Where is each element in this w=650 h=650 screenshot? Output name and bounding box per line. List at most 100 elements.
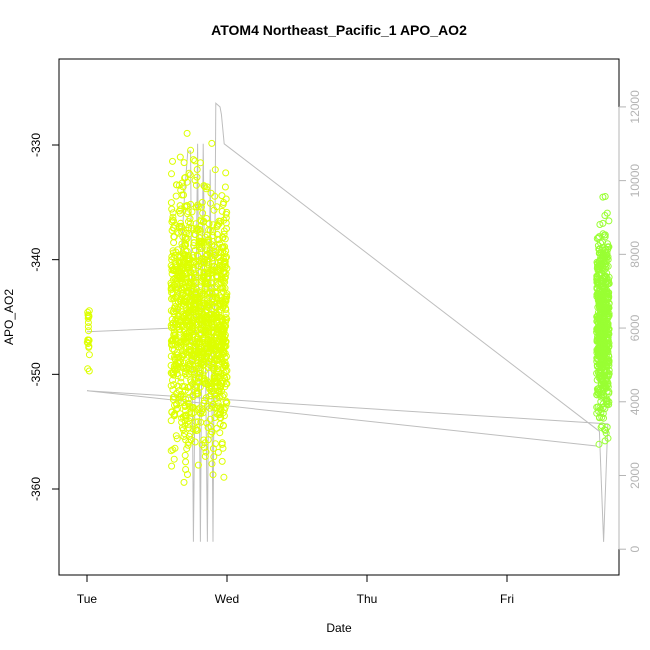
data-point	[175, 353, 183, 361]
data-point	[206, 415, 214, 423]
data-point	[599, 230, 607, 238]
data-point	[601, 319, 609, 327]
data-point	[605, 389, 613, 397]
data-point	[172, 336, 180, 344]
data-point	[603, 278, 611, 286]
data-point	[217, 300, 224, 308]
data-point	[171, 412, 178, 420]
data-point	[189, 156, 197, 164]
data-point	[193, 166, 201, 173]
data-point	[184, 359, 192, 366]
data-point	[605, 217, 613, 225]
data-point	[183, 445, 191, 453]
data-point	[600, 414, 607, 422]
data-point	[211, 283, 219, 291]
data-point	[191, 230, 199, 238]
data-point	[605, 326, 612, 333]
data-point	[199, 209, 207, 217]
data-point	[217, 414, 225, 422]
data-point	[192, 181, 200, 189]
data-point	[168, 283, 176, 291]
data-point	[186, 345, 193, 353]
data-point	[183, 321, 191, 329]
data-point	[187, 219, 194, 227]
data-point	[177, 374, 185, 382]
data-point	[210, 361, 218, 369]
data-point	[177, 227, 185, 235]
data-point	[210, 206, 218, 214]
data-point	[599, 219, 607, 227]
data-point	[600, 231, 608, 239]
data-point	[185, 363, 193, 370]
data-point	[180, 478, 188, 486]
data-point	[200, 377, 208, 385]
data-point	[177, 318, 185, 326]
data-point	[210, 345, 218, 353]
data-point	[195, 347, 203, 355]
data-point	[188, 336, 196, 344]
data-point	[221, 261, 229, 269]
data-point	[187, 260, 195, 268]
data-point	[204, 304, 212, 312]
data-point	[599, 384, 607, 391]
data-point	[222, 397, 230, 405]
data-point	[173, 435, 181, 443]
data-point	[167, 369, 175, 377]
data-point	[184, 261, 192, 269]
data-point	[167, 417, 175, 425]
x-tick-label: Wed	[215, 592, 239, 606]
data-point	[187, 200, 195, 208]
data-point	[173, 389, 181, 397]
data-point	[169, 157, 176, 165]
data-point	[208, 241, 216, 249]
data-point	[182, 337, 190, 345]
data-point	[601, 212, 609, 219]
data-point	[201, 183, 209, 191]
data-point	[168, 170, 175, 178]
data-point	[171, 275, 179, 283]
data-point	[218, 192, 226, 200]
y-tick-label: -360	[29, 477, 43, 501]
data-point	[207, 279, 215, 287]
data-point	[219, 200, 227, 208]
data-point	[221, 250, 229, 258]
data-point	[188, 403, 196, 411]
data-point	[181, 451, 189, 459]
data-point	[596, 221, 604, 228]
data-point	[200, 259, 208, 267]
y2-tick-label: 4000	[628, 388, 642, 415]
data-point	[174, 246, 182, 254]
y2-tick-label: 0	[628, 546, 642, 553]
data-point	[221, 235, 229, 243]
data-point	[593, 362, 601, 370]
data-point	[183, 203, 191, 211]
data-point	[167, 447, 175, 455]
data-point	[202, 246, 210, 254]
data-point	[213, 282, 221, 290]
data-point	[207, 199, 214, 207]
y-axis-label: APO_AO2	[2, 289, 16, 345]
data-point	[184, 399, 192, 407]
data-point	[195, 369, 203, 377]
data-point	[182, 368, 190, 376]
data-point	[596, 347, 604, 355]
data-point	[193, 173, 201, 181]
data-point	[220, 299, 227, 307]
data-point	[200, 291, 208, 298]
data-point	[209, 228, 217, 236]
data-point	[605, 401, 613, 408]
data-point	[603, 209, 611, 217]
data-point	[208, 460, 216, 468]
data-point	[210, 453, 218, 461]
data-point	[214, 448, 222, 456]
y-tick-label: -350	[29, 362, 43, 386]
data-point	[222, 292, 230, 299]
data-point	[194, 461, 202, 469]
data-point	[198, 255, 206, 263]
data-point	[198, 347, 206, 355]
data-point	[598, 422, 606, 430]
data-point	[85, 343, 93, 351]
data-point	[220, 230, 228, 238]
data-point	[594, 388, 602, 396]
y2-tick-label: 12000	[628, 90, 642, 124]
